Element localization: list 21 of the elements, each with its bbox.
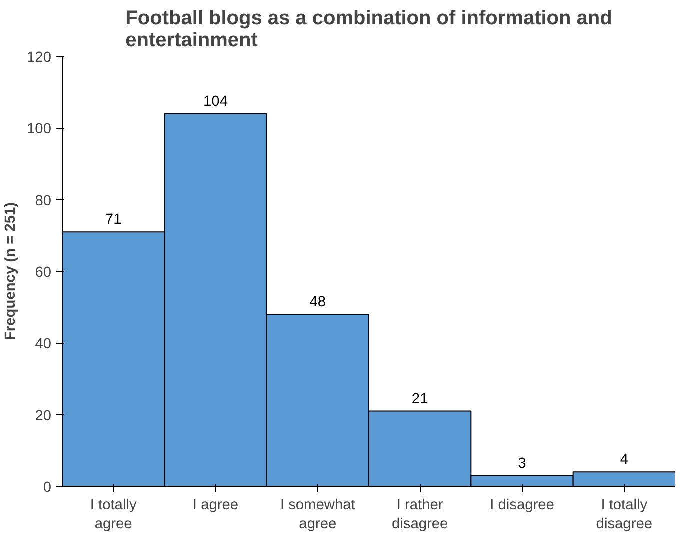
x-tick-label: I totally agree [90, 498, 138, 533]
data-label: 4 [620, 452, 628, 468]
data-label: 21 [412, 391, 428, 408]
x-tick-label: I disagree [490, 498, 554, 514]
chart-title: Football blogs as a combination of information and entertainment [126, 8, 612, 52]
x-tick-label: I totally disagree [596, 498, 653, 533]
y-axis-title: Frequency (n = 251) [3, 202, 20, 341]
data-label: 48 [310, 294, 326, 310]
data-label: 104 [204, 94, 228, 110]
y-tick-label: 20 [35, 408, 52, 424]
y-tick-label: 120 [27, 50, 52, 66]
data-label: 3 [518, 456, 526, 472]
y-tick-label: 80 [35, 193, 52, 210]
y-tick-label: 60 [35, 265, 52, 281]
y-tick-label: 40 [35, 336, 52, 353]
y-tick-label: 0 [43, 480, 52, 496]
y-tick-label: 100 [27, 122, 52, 138]
data-label: 71 [105, 212, 122, 228]
x-tick-label: I somewhat agree [280, 498, 356, 533]
x-tick-label: I agree [192, 498, 239, 514]
x-tick-label: I rather disagree [392, 498, 448, 533]
